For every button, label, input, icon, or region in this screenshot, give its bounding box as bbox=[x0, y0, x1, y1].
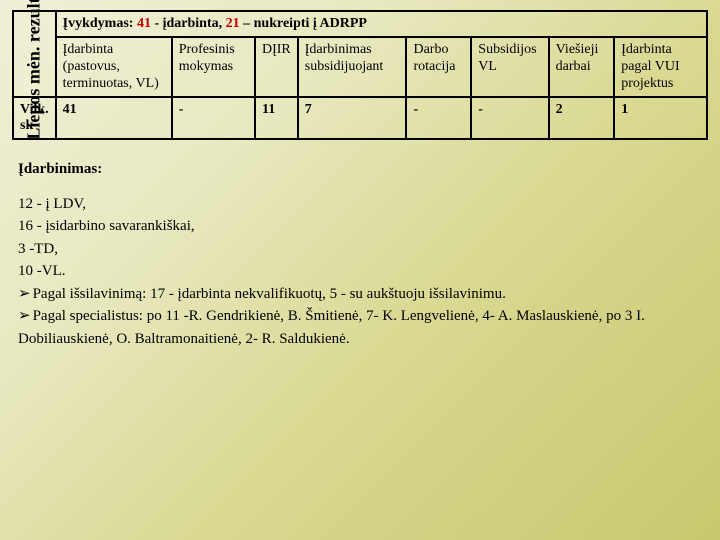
col-header-0: Įdarbinta (pastovus, terminuotas, VL) bbox=[56, 37, 172, 97]
title-post: – nukreipti į ADRPP bbox=[240, 16, 367, 31]
cell-4: - bbox=[406, 97, 471, 139]
title-pre: Įvykdymas: bbox=[63, 16, 137, 31]
col-header-5: Subsidijos VL bbox=[471, 37, 548, 97]
body-line-4: 10 -VL. bbox=[18, 260, 702, 283]
cell-2: 11 bbox=[255, 97, 298, 139]
col-header-1: Profesinis mokymas bbox=[172, 37, 255, 97]
body-line-2: 16 - įsidarbino savarankiškai, bbox=[18, 215, 702, 238]
cell-6: 2 bbox=[549, 97, 615, 139]
cell-5: - bbox=[471, 97, 548, 139]
col-header-2: DĮIR bbox=[255, 37, 298, 97]
body-line-3: 3 -TD, bbox=[18, 238, 702, 261]
title-mid: - įdarbinta, bbox=[151, 16, 226, 31]
col-header-4: Darbo rotacija bbox=[406, 37, 471, 97]
title-num1: 41 bbox=[137, 16, 151, 31]
cell-3: 7 bbox=[298, 97, 407, 139]
rotated-label-cell: Liepos mėn. rezultatai bbox=[13, 11, 56, 97]
body-heading: Įdarbinimas: bbox=[18, 158, 702, 181]
cell-7: 1 bbox=[614, 97, 707, 139]
body-bullet-1: Pagal išsilavinimą: 17 - įdarbinta nekva… bbox=[18, 283, 702, 306]
title-cell: Įvykdymas: 41 - įdarbinta, 21 – nukreipt… bbox=[56, 11, 707, 37]
cell-1: - bbox=[172, 97, 255, 139]
body-line-1: 12 - į LDV, bbox=[18, 193, 702, 216]
body-text: Įdarbinimas: 12 - į LDV, 16 - įsidarbino… bbox=[12, 158, 708, 350]
cell-0: 41 bbox=[56, 97, 172, 139]
col-header-6: Viešieji darbai bbox=[549, 37, 615, 97]
results-table: Liepos mėn. rezultatai Įvykdymas: 41 - į… bbox=[12, 10, 708, 140]
body-bullet-2: Pagal specialistus: po 11 -R. Gendrikien… bbox=[18, 305, 702, 350]
col-header-7: Įdarbinta pagal VUI projektus bbox=[614, 37, 707, 97]
col-header-3: Įdarbinimas subsidijuojant bbox=[298, 37, 407, 97]
title-num2: 21 bbox=[226, 16, 240, 31]
rotated-label: Liepos mėn. rezultatai bbox=[24, 0, 45, 140]
